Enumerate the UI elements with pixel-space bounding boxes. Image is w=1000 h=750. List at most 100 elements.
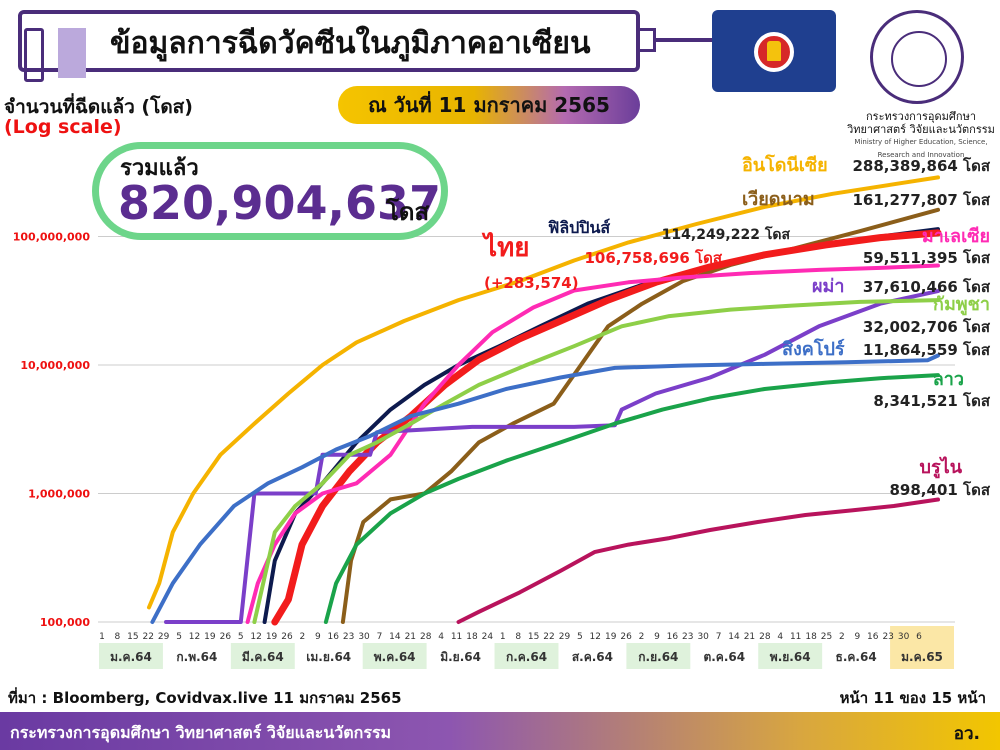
x-month-label: มิ.ย.64 <box>440 650 481 664</box>
x-day-label: 26 <box>220 632 232 642</box>
x-month-label: ก.ย.64 <box>638 650 678 664</box>
x-day-label: 8 <box>115 632 121 642</box>
syringe-tip-icon <box>640 28 656 52</box>
series-label-value: 161,277,807 โดส <box>852 190 990 209</box>
x-day-label: 18 <box>805 632 817 642</box>
x-day-label: 30 <box>697 632 709 642</box>
log-scale-label: (Log scale) <box>4 116 122 138</box>
x-day-label: 5 <box>238 632 244 642</box>
x-day-label: 2 <box>639 632 645 642</box>
series-label-name: มาเลเซีย <box>922 226 990 247</box>
series-line <box>164 289 940 624</box>
ministry-caption: กระทรวงการอุดมศึกษา วิทยาศาสตร์ วิจัยและ… <box>846 110 996 162</box>
x-day-label: 30 <box>358 632 370 642</box>
x-month-band <box>626 643 691 669</box>
syringe-plunger-icon <box>24 28 44 82</box>
total-label: รวมแล้ว <box>120 156 199 181</box>
series-line <box>150 353 940 624</box>
x-month-band <box>890 643 954 669</box>
x-month-label: ต.ค.64 <box>703 650 745 664</box>
x-month-band <box>362 643 427 669</box>
title-banner: ข้อมูลการฉีดวัคซีนในภูมิภาคอาเซียน <box>18 10 640 82</box>
series-line <box>271 229 942 626</box>
x-day-label: 5 <box>176 632 182 642</box>
total-box <box>92 142 448 240</box>
x-day-label: 28 <box>420 632 432 642</box>
ministry-name-line2: วิทยาศาสตร์ วิจัยและนวัตกรรม <box>847 123 995 136</box>
x-day-label: 7 <box>716 632 722 642</box>
y-tick-label: 1,000,000 <box>28 488 90 501</box>
series-label-name: สิงคโปร์ <box>782 338 845 360</box>
x-axis: ม.ค.64 ก.พ.64 มี.ค.64 เม.ย.64 พ.ค.64 มิ.ย.64 ก… <box>99 626 954 669</box>
x-month-label: เม.ย.64 <box>306 650 351 664</box>
series-label-value: 8,341,521 โดส <box>873 391 990 410</box>
x-day-label: 16 <box>867 632 879 642</box>
series-label-name: บรูไน <box>920 456 963 479</box>
x-day-label: 21 <box>405 632 416 642</box>
x-month-label: พ.ย.64 <box>770 650 811 664</box>
x-day-label: 22 <box>543 632 554 642</box>
x-month-label: พ.ค.64 <box>374 650 416 664</box>
total-unit: โดส <box>386 198 430 226</box>
as-of-date-badge: ณ วันที่ 11 มกราคม 2565 <box>338 86 640 124</box>
ministry-seal-icon <box>870 10 964 104</box>
x-day-label: 21 <box>744 632 755 642</box>
x-day-label: 12 <box>250 632 261 642</box>
syringe-cap-icon <box>58 28 86 78</box>
x-day-label: 16 <box>327 632 339 642</box>
series-label-value: 106,758,696 โดส <box>584 248 722 267</box>
x-day-label: 16 <box>667 632 679 642</box>
series-lines <box>147 175 942 626</box>
x-day-label: 5 <box>577 632 583 642</box>
x-day-label: 24 <box>482 632 494 642</box>
series-label-value: 37,610,466 โดส <box>863 277 991 296</box>
syringe-needle-icon <box>656 38 716 42</box>
total-value: 820,904,637 <box>118 176 442 230</box>
series-label-value: 898,401 โดส <box>890 480 991 499</box>
series-label-value: 114,249,222 โดส <box>662 225 791 243</box>
x-day-label: 2 <box>300 632 306 642</box>
x-day-label: 12 <box>189 632 200 642</box>
x-day-label: 14 <box>389 632 401 642</box>
x-day-label: 19 <box>204 632 216 642</box>
chart-grid: 100,000 1,000,000 10,000,000 100,000,000 <box>13 231 955 629</box>
x-day-label: 23 <box>682 632 693 642</box>
x-day-label: 29 <box>559 632 571 642</box>
x-month-label: ก.พ.64 <box>176 650 217 664</box>
page-title: ข้อมูลการฉีดวัคซีนในภูมิภาคอาเซียน <box>110 26 591 61</box>
y-axis-title: จำนวนที่ฉีดแล้ว (โดส) <box>4 96 193 118</box>
x-month-band <box>230 643 295 669</box>
x-day-label: 9 <box>854 632 860 642</box>
x-month-label: มี.ค.64 <box>242 650 284 664</box>
series-line <box>147 175 940 610</box>
source-note: ที่มา : Bloomberg, Covidvax.live 11 มกรา… <box>8 689 402 707</box>
x-month-label: ม.ค.64 <box>110 650 152 664</box>
y-tick-label: 100,000,000 <box>13 231 91 244</box>
x-day-label: 23 <box>882 632 893 642</box>
ministry-name-line1: กระทรวงการอุดมศึกษา <box>866 110 976 123</box>
x-day-label: 14 <box>728 632 740 642</box>
series-line <box>456 497 940 624</box>
x-day-label: 12 <box>590 632 601 642</box>
x-month-label: ม.ค.65 <box>901 650 943 664</box>
series-label-name: ผม่า <box>812 276 845 297</box>
footer-bar: กระทรวงการอุดมศึกษา วิทยาศาสตร์ วิจัยและ… <box>0 712 1000 750</box>
series-label-name: เวียดนาม <box>742 189 815 210</box>
x-month-band <box>758 643 823 669</box>
x-month-label: ธ.ค.64 <box>836 650 877 664</box>
x-day-label: 23 <box>343 632 354 642</box>
x-day-label: 22 <box>143 632 154 642</box>
series-line <box>323 373 940 624</box>
series-label-name: กัมพูชา <box>933 294 990 316</box>
x-day-label: 26 <box>620 632 632 642</box>
x-day-label: 1 <box>500 632 506 642</box>
x-day-label: 9 <box>654 632 660 642</box>
x-day-label: 1 <box>99 632 105 642</box>
asean-flag-icon <box>712 10 836 92</box>
series-line <box>252 298 940 624</box>
x-month-band <box>99 643 163 669</box>
series-label-name: ไทย <box>481 231 529 263</box>
x-day-label: 29 <box>158 632 170 642</box>
footer-abbr: อว. <box>953 724 980 744</box>
